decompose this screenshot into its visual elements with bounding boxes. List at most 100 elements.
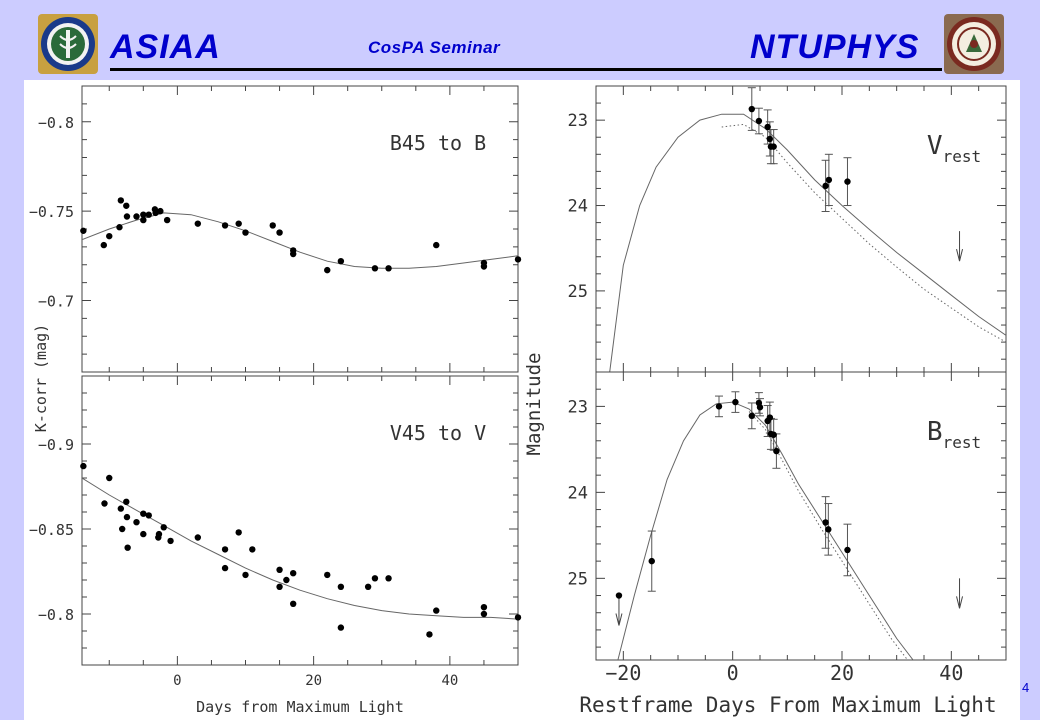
data-point	[235, 220, 242, 227]
data-point	[770, 431, 777, 438]
data-point	[221, 564, 229, 572]
data-point	[324, 571, 331, 579]
data-point	[756, 404, 764, 411]
data-point	[480, 610, 488, 618]
data-point	[337, 257, 345, 265]
y-tick-label: 24	[568, 483, 588, 503]
y-tick-label: −0.7	[38, 293, 74, 311]
data-point	[766, 135, 774, 143]
data-point	[289, 250, 297, 258]
x-tick-label: 20	[305, 673, 322, 689]
panel-annotation: B45 to B	[390, 131, 486, 155]
data-point	[276, 583, 283, 590]
data-point	[140, 510, 147, 517]
y-tick-label: 24	[568, 197, 588, 217]
panel-frame	[81, 85, 519, 373]
x-tick-label: 0	[173, 673, 181, 689]
data-point	[242, 229, 249, 236]
data-point	[145, 211, 152, 218]
academia-sinica-seal-icon	[38, 14, 98, 74]
data-point	[118, 525, 126, 533]
right-y-axis-label: Magnitude	[523, 353, 545, 456]
data-point	[748, 412, 755, 420]
model-curve	[82, 212, 518, 269]
y-tick-label: −0.9	[38, 436, 74, 454]
data-point	[433, 607, 440, 614]
panel-right-bottom	[595, 371, 1007, 661]
data-point	[822, 519, 829, 526]
data-point	[770, 143, 777, 150]
header-rule	[110, 68, 942, 71]
data-point	[163, 216, 171, 224]
left-y-axis-label: K-corr (mag)	[32, 324, 50, 432]
data-point	[249, 546, 256, 553]
data-point	[80, 462, 87, 470]
data-point	[123, 202, 130, 209]
panel-frame	[595, 371, 1007, 661]
data-point	[167, 537, 174, 545]
data-point	[133, 213, 140, 220]
data-point	[140, 211, 147, 218]
y-tick-label: 23	[568, 397, 588, 417]
data-point	[194, 534, 202, 541]
x-tick-label: 40	[441, 673, 458, 689]
model-curve	[82, 477, 518, 620]
data-point	[825, 526, 832, 533]
data-point	[480, 604, 488, 611]
panel-annotation: V45 to V	[390, 421, 486, 445]
x-tick-label: 20	[830, 661, 854, 685]
data-point	[106, 232, 113, 240]
data-point	[615, 592, 623, 599]
data-point	[157, 207, 164, 215]
data-point	[822, 182, 829, 190]
data-point	[514, 614, 522, 621]
data-point	[371, 575, 379, 582]
data-point	[123, 513, 131, 521]
header-left-title: ASIAA	[110, 28, 221, 66]
panel-annotation: Vrest	[927, 131, 981, 166]
upper-limit-arrowhead	[956, 596, 964, 609]
data-point	[140, 216, 147, 224]
y-tick-label: −0.85	[29, 521, 74, 539]
data-point	[133, 519, 140, 526]
data-point	[364, 583, 372, 590]
data-point	[844, 178, 851, 185]
figure: −0.8 −0.75 −0.7 B45 to B −0.9 −0.85 −0.8 0 20 40 V…	[24, 80, 1020, 720]
upper-limit-arrowhead	[956, 249, 964, 262]
data-point	[221, 222, 229, 229]
data-point	[155, 530, 163, 538]
left-x-axis-label: Days from Maximum Light	[196, 698, 404, 716]
data-point	[844, 546, 851, 554]
data-point	[715, 403, 723, 410]
data-point	[371, 265, 379, 272]
x-tick-label: 0	[727, 661, 739, 685]
panel-left-bottom	[80, 375, 522, 666]
data-point	[337, 583, 345, 590]
light-curve-figure: −0.8 −0.75 −0.7 B45 to B −0.9 −0.85 −0.8 0 20 40 V…	[29, 85, 1007, 717]
data-point	[194, 220, 202, 227]
data-point	[269, 222, 276, 229]
data-point	[124, 544, 131, 551]
data-point	[324, 266, 331, 274]
data-point	[433, 241, 440, 249]
data-point	[117, 197, 125, 204]
model-curve-solid	[609, 113, 1006, 372]
data-point	[289, 570, 297, 577]
data-point	[116, 224, 123, 231]
data-point	[773, 447, 780, 455]
y-tick-label: 23	[568, 111, 588, 131]
x-tick-label: 40	[939, 661, 963, 685]
data-point	[80, 227, 87, 234]
data-point	[276, 229, 283, 236]
y-tick-label: 25	[568, 282, 588, 302]
data-point	[276, 566, 283, 573]
data-point	[755, 117, 763, 125]
data-point	[385, 265, 392, 272]
header-center-title: CosPA Seminar	[368, 38, 501, 57]
data-point	[242, 571, 249, 579]
y-tick-label: −0.75	[29, 203, 74, 221]
y-tick-label: 25	[568, 569, 588, 589]
panel-annotation-subscript: rest	[943, 433, 982, 452]
data-point	[235, 529, 242, 536]
panel-annotation-subscript: rest	[943, 147, 982, 166]
